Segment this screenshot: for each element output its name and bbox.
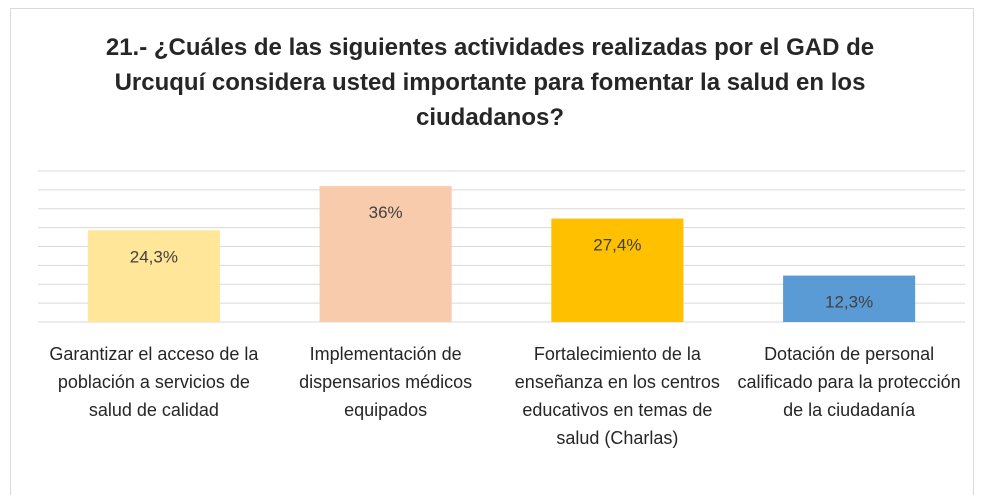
- data-label: 27,4%: [593, 236, 641, 255]
- bar: [87, 230, 220, 322]
- chart-frame: [10, 8, 974, 495]
- x-tick-label: Fortalecimiento de la enseñanza en los c…: [514, 344, 720, 448]
- data-label: 24,3%: [130, 247, 178, 266]
- bar: [551, 218, 684, 322]
- bar: [319, 186, 452, 322]
- chart-title: 21.- ¿Cuáles de las siguientes actividad…: [105, 34, 875, 131]
- x-tick-label: Garantizar el acceso de la población a s…: [49, 344, 259, 420]
- data-label: 36%: [369, 203, 403, 222]
- data-label: 12,3%: [825, 293, 873, 312]
- x-tick-label: Implementación de dispensarios médicos e…: [299, 344, 473, 420]
- bar: [783, 275, 916, 322]
- x-tick-label: Dotación de personal calificado para la …: [737, 344, 961, 420]
